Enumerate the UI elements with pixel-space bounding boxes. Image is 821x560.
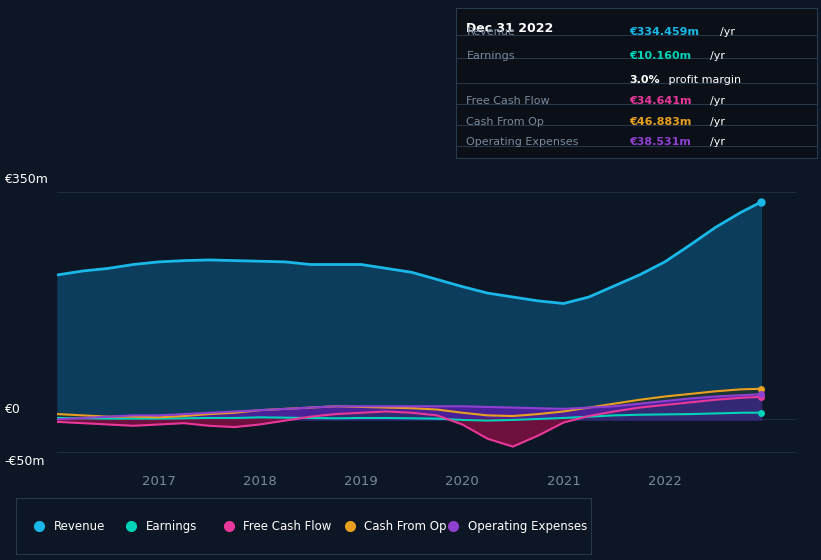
Text: -€50m: -€50m: [4, 455, 44, 468]
Text: €350m: €350m: [4, 173, 48, 186]
Text: €0: €0: [4, 403, 20, 417]
Text: €34.641m: €34.641m: [629, 96, 691, 106]
Text: profit margin: profit margin: [665, 74, 741, 85]
Text: /yr: /yr: [710, 96, 725, 106]
Text: /yr: /yr: [720, 27, 735, 37]
Text: Earnings: Earnings: [146, 520, 197, 533]
Text: Free Cash Flow: Free Cash Flow: [466, 96, 550, 106]
Text: /yr: /yr: [710, 51, 725, 60]
Text: Free Cash Flow: Free Cash Flow: [244, 520, 332, 533]
Text: €10.160m: €10.160m: [629, 51, 691, 60]
Text: Dec 31 2022: Dec 31 2022: [466, 22, 553, 35]
Text: Revenue: Revenue: [54, 520, 105, 533]
Text: /yr: /yr: [710, 137, 725, 147]
Text: /yr: /yr: [710, 116, 725, 127]
Text: Cash From Op: Cash From Op: [466, 116, 544, 127]
Text: €38.531m: €38.531m: [629, 137, 691, 147]
Text: Earnings: Earnings: [466, 51, 515, 60]
Text: €334.459m: €334.459m: [629, 27, 699, 37]
Text: Revenue: Revenue: [466, 27, 516, 37]
Text: Operating Expenses: Operating Expenses: [466, 137, 579, 147]
Text: Operating Expenses: Operating Expenses: [468, 520, 587, 533]
Text: Cash From Op: Cash From Op: [365, 520, 447, 533]
Text: €46.883m: €46.883m: [629, 116, 691, 127]
Text: 3.0%: 3.0%: [629, 74, 660, 85]
